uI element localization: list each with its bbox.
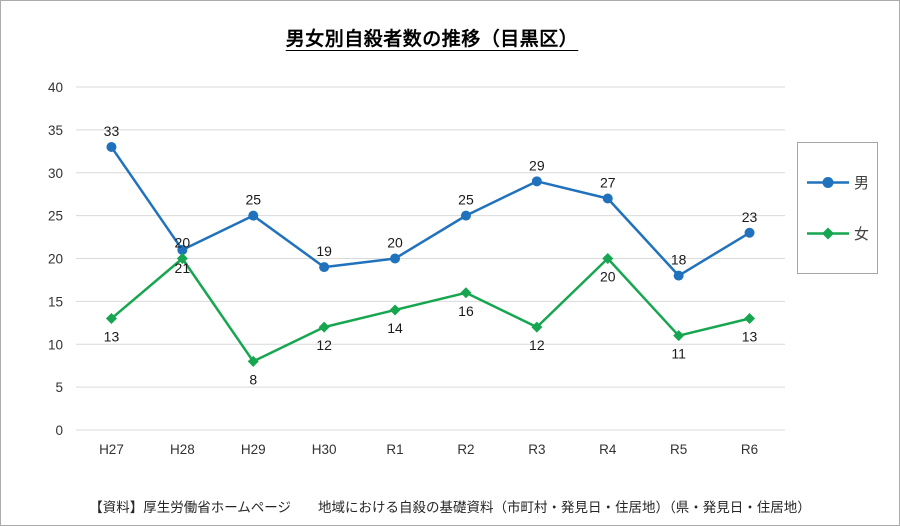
data-label-0: 18 <box>671 252 687 268</box>
data-point-1 <box>531 321 543 333</box>
data-point-1 <box>389 304 401 316</box>
y-tick-label: 15 <box>48 294 63 309</box>
data-point-0 <box>602 193 613 204</box>
data-point-0 <box>390 253 401 264</box>
data-label-1: 20 <box>600 269 616 285</box>
data-label-1: 13 <box>104 329 120 345</box>
legend-item-male: 男 <box>806 172 869 193</box>
source-note: 【資料】厚生労働省ホームページ 地域における自殺の基礎資料（市町村・発見日・住居… <box>89 500 811 515</box>
legend: 男 女 <box>797 142 878 274</box>
legend-label-male: 男 <box>853 175 869 193</box>
data-label-1: 13 <box>742 329 758 345</box>
data-label-0: 23 <box>742 209 758 225</box>
data-point-1 <box>460 287 472 299</box>
x-tick-label: R6 <box>741 442 758 457</box>
data-point-1 <box>247 355 259 367</box>
chart-title: 男女別自殺者数の推移（目黒区） <box>285 29 579 50</box>
male-line-marker-icon <box>806 177 849 189</box>
data-label-0: 25 <box>245 192 261 208</box>
x-tick-label: H30 <box>312 442 337 457</box>
y-tick-label: 25 <box>48 209 63 224</box>
data-label-1: 12 <box>316 337 332 353</box>
y-tick-label: 35 <box>48 123 63 138</box>
data-label-0: 29 <box>529 157 545 173</box>
data-label-0: 19 <box>316 243 332 259</box>
legend-item-female: 女 <box>806 223 869 244</box>
data-point-1 <box>744 313 756 325</box>
data-point-1 <box>673 330 685 342</box>
data-point-0 <box>460 210 471 221</box>
data-point-1 <box>105 313 117 325</box>
x-tick-label: H29 <box>241 442 266 457</box>
data-point-0 <box>744 227 755 238</box>
series-line-0 <box>110 145 751 277</box>
data-point-0 <box>177 244 188 255</box>
data-label-1: 8 <box>249 371 257 387</box>
data-point-0 <box>248 210 259 221</box>
y-tick-label: 40 <box>48 80 63 95</box>
x-tick-label: R5 <box>670 442 687 457</box>
data-label-0: 27 <box>600 174 616 190</box>
data-label-0: 21 <box>175 260 191 276</box>
data-point-0 <box>106 142 117 153</box>
data-point-1 <box>318 321 330 333</box>
y-tick-label: 20 <box>48 252 63 267</box>
data-point-0 <box>319 262 330 273</box>
y-tick-label: 5 <box>55 380 63 395</box>
data-label-0: 25 <box>458 192 474 208</box>
data-label-1: 12 <box>529 337 545 353</box>
x-tick-label: H28 <box>170 442 195 457</box>
data-label-0: 20 <box>387 235 403 251</box>
x-tick-label: R3 <box>528 442 545 457</box>
data-label-1: 11 <box>671 346 686 362</box>
data-point-0 <box>531 176 542 187</box>
data-label-1: 16 <box>458 303 474 319</box>
legend-label-female: 女 <box>853 225 869 243</box>
series-line-1 <box>110 257 751 363</box>
y-tick-label: 30 <box>48 166 63 181</box>
x-tick-label: R4 <box>599 442 617 457</box>
female-line-marker-icon <box>806 227 849 240</box>
data-label-0: 33 <box>104 123 120 139</box>
y-tick-label: 10 <box>48 337 63 352</box>
data-point-1 <box>176 253 188 264</box>
x-tick-label: R2 <box>457 442 474 457</box>
data-point-1 <box>602 253 614 264</box>
data-label-1: 20 <box>175 235 191 251</box>
x-tick-label: H27 <box>99 442 124 457</box>
data-point-0 <box>673 270 684 281</box>
data-label-1: 14 <box>387 320 403 336</box>
x-tick-label: R1 <box>386 442 403 457</box>
y-tick-label: 0 <box>55 423 63 438</box>
